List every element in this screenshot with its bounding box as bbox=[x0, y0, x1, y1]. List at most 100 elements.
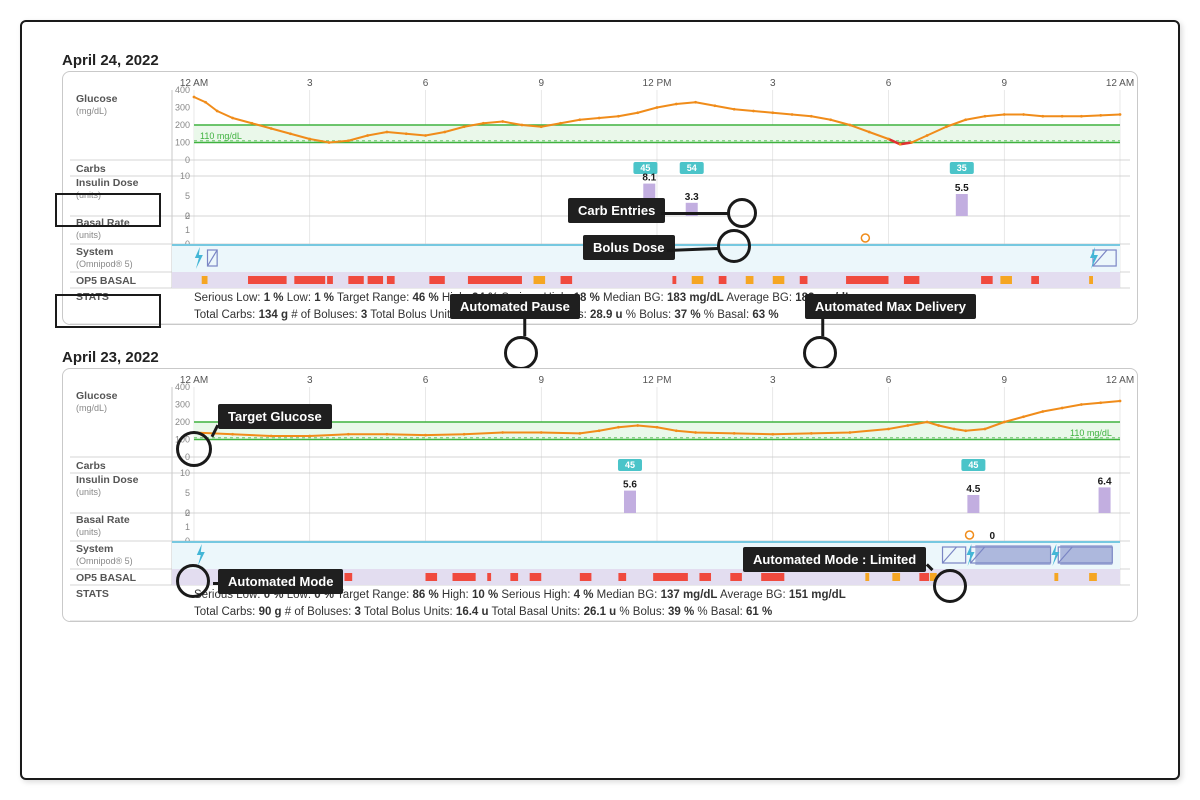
basal-segment bbox=[1000, 276, 1012, 284]
svg-text:300: 300 bbox=[175, 400, 190, 410]
basal-segment bbox=[653, 573, 688, 581]
svg-text:5.5: 5.5 bbox=[955, 183, 969, 194]
svg-text:6: 6 bbox=[423, 375, 429, 386]
basal-segment bbox=[1031, 276, 1039, 284]
svg-text:100: 100 bbox=[175, 138, 190, 148]
svg-text:6.4: 6.4 bbox=[1098, 476, 1112, 487]
svg-text:9: 9 bbox=[1001, 375, 1007, 386]
bolus-bar bbox=[956, 194, 968, 216]
svg-text:(units): (units) bbox=[76, 527, 101, 537]
bolus-bar bbox=[1099, 487, 1111, 513]
svg-text:Basal Rate: Basal Rate bbox=[76, 514, 130, 526]
svg-text:(units): (units) bbox=[76, 487, 101, 497]
svg-text:Total Carbs: 90 g # of Bo: Total Carbs: 90 g # of Boluses: 3 Total … bbox=[194, 606, 772, 618]
callout-circle bbox=[176, 564, 210, 598]
svg-text:1: 1 bbox=[185, 225, 190, 235]
svg-text:OP5 BASAL: OP5 BASAL bbox=[76, 275, 137, 287]
svg-text:(Omnipod® 5): (Omnipod® 5) bbox=[76, 556, 133, 566]
svg-text:Glucose: Glucose bbox=[76, 93, 118, 105]
basal-segment bbox=[919, 573, 929, 581]
svg-text:5: 5 bbox=[185, 191, 190, 201]
svg-text:Glucose: Glucose bbox=[76, 390, 118, 402]
callout-label: Automated Pause bbox=[450, 294, 580, 319]
svg-text:10: 10 bbox=[180, 171, 190, 181]
callout-label: Automated Mode : Limited bbox=[743, 547, 926, 572]
basal-segment bbox=[561, 276, 573, 284]
svg-text:6: 6 bbox=[886, 78, 892, 89]
basal-segment bbox=[981, 276, 993, 284]
basal-segment bbox=[426, 573, 438, 581]
svg-text:(Omnipod® 5): (Omnipod® 5) bbox=[76, 259, 133, 269]
svg-text:4.5: 4.5 bbox=[966, 484, 980, 495]
chart-frame: 12 AM36912 PM36912 AM110 mg/dL0100200300… bbox=[62, 368, 1138, 622]
callout-line bbox=[213, 582, 218, 585]
callout-circle bbox=[504, 336, 538, 370]
highlight-box bbox=[55, 193, 161, 227]
basal-segment bbox=[348, 276, 363, 284]
chart-frame: 12 AM36912 PM36912 AM110 mg/dL0100200300… bbox=[62, 71, 1138, 325]
svg-text:0: 0 bbox=[990, 531, 996, 542]
day-date: April 24, 2022 bbox=[62, 52, 1138, 69]
basal-segment bbox=[1089, 276, 1093, 284]
svg-text:54: 54 bbox=[687, 163, 697, 173]
basal-segment bbox=[344, 573, 352, 581]
svg-text:110 mg/dL: 110 mg/dL bbox=[1070, 428, 1112, 438]
basal-segment bbox=[846, 276, 888, 284]
basal-segment bbox=[672, 276, 676, 284]
svg-text:(mg/dL): (mg/dL) bbox=[76, 403, 107, 413]
svg-text:Carbs: Carbs bbox=[76, 460, 106, 472]
svg-text:(units): (units) bbox=[76, 230, 101, 240]
svg-text:45: 45 bbox=[625, 460, 635, 470]
svg-text:3: 3 bbox=[770, 375, 776, 386]
svg-text:2: 2 bbox=[185, 508, 190, 518]
basal-segment bbox=[719, 276, 727, 284]
svg-text:12 AM: 12 AM bbox=[1106, 78, 1134, 89]
basal-segment bbox=[618, 573, 626, 581]
svg-text:3: 3 bbox=[307, 78, 313, 89]
callout-circle bbox=[717, 229, 751, 263]
svg-text:System: System bbox=[76, 543, 113, 555]
basal-segment bbox=[248, 276, 287, 284]
callout-line bbox=[524, 318, 527, 336]
svg-text:200: 200 bbox=[175, 120, 190, 130]
callout-line bbox=[661, 212, 728, 215]
callout-label: Carb Entries bbox=[568, 198, 665, 223]
svg-text:110 mg/dL: 110 mg/dL bbox=[200, 131, 242, 141]
svg-text:9: 9 bbox=[538, 375, 544, 386]
callout-label: Target Glucose bbox=[218, 404, 332, 429]
callout-line bbox=[822, 318, 825, 336]
callout-label: Automated Mode bbox=[218, 569, 343, 594]
svg-text:12 PM: 12 PM bbox=[643, 375, 672, 386]
basal-segment bbox=[699, 573, 711, 581]
svg-text:5.6: 5.6 bbox=[623, 480, 637, 491]
basal-segment bbox=[294, 276, 325, 284]
basal-segment bbox=[1089, 573, 1097, 581]
basal-segment bbox=[487, 573, 491, 581]
day-block: April 23, 2022 12 AM36912 PM36912 AM110 … bbox=[62, 349, 1138, 622]
callout-label: Bolus Dose bbox=[583, 235, 675, 260]
svg-text:OP5 BASAL: OP5 BASAL bbox=[76, 572, 137, 584]
svg-text:35: 35 bbox=[957, 163, 967, 173]
day-date: April 23, 2022 bbox=[62, 349, 1138, 366]
svg-text:8.1: 8.1 bbox=[642, 173, 656, 184]
basal-segment bbox=[892, 573, 900, 581]
callout-circle bbox=[727, 198, 757, 228]
basal-segment bbox=[327, 276, 333, 284]
svg-text:400: 400 bbox=[175, 382, 190, 392]
basal-segment bbox=[761, 573, 784, 581]
svg-text:45: 45 bbox=[968, 460, 978, 470]
basal-segment bbox=[746, 276, 754, 284]
svg-text:300: 300 bbox=[175, 103, 190, 113]
bolus-bar bbox=[967, 495, 979, 513]
svg-text:3.3: 3.3 bbox=[685, 192, 699, 203]
basal-segment bbox=[800, 276, 808, 284]
svg-text:2: 2 bbox=[185, 211, 190, 221]
basal-segment bbox=[1054, 573, 1058, 581]
svg-text:12 PM: 12 PM bbox=[643, 78, 672, 89]
basal-segment bbox=[468, 276, 522, 284]
svg-text:0: 0 bbox=[185, 155, 190, 165]
callout-circle bbox=[803, 336, 837, 370]
svg-text:System: System bbox=[76, 246, 113, 258]
svg-text:5: 5 bbox=[185, 488, 190, 498]
basal-segment bbox=[580, 573, 592, 581]
